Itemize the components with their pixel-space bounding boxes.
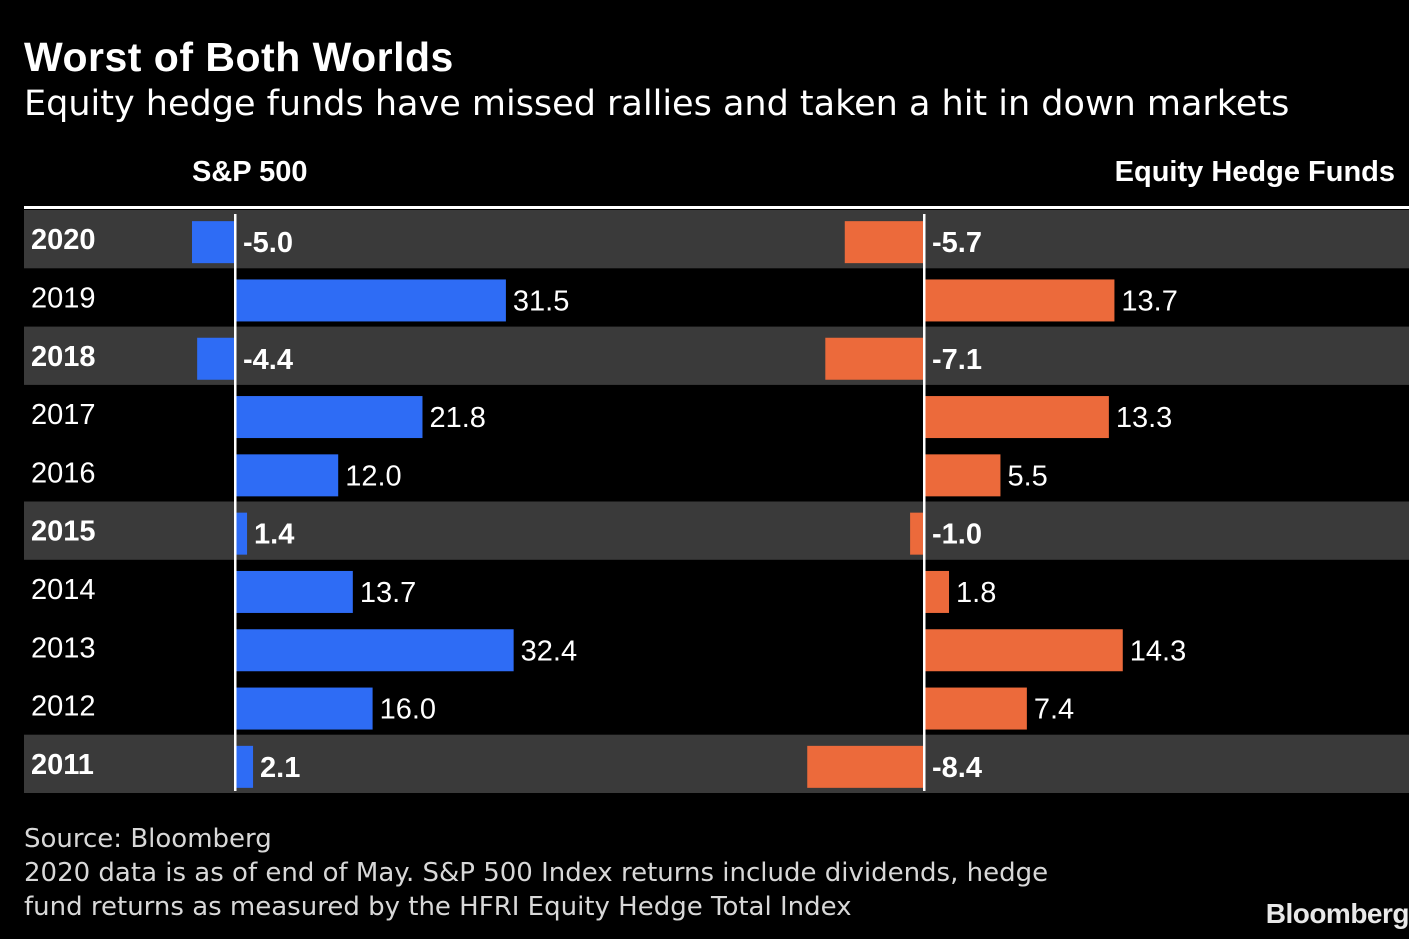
source-note: Source: Bloomberg 2020 data is as of end… [24,822,1048,924]
year-label: 2016 [31,457,96,489]
sp500-bar [197,337,235,380]
sp500-bar [235,512,248,555]
sp500-value-label: 13.7 [360,577,416,609]
sp500-value-label: 1.4 [254,519,294,551]
hedge-funds-column-header: Equity Hedge Funds [1114,156,1395,188]
hedge-fund-value-label: 14.3 [1130,635,1186,667]
hedge-fund-value-label: 13.7 [1121,285,1177,317]
sp500-value-label: 32.4 [521,635,577,667]
sp500-bar [235,687,373,730]
header-rule [24,206,1409,209]
hedge-fund-bar [807,745,924,788]
highlight-row-band [24,210,1409,269]
note-line-1: 2020 data is as of end of May. S&P 500 I… [24,858,1049,888]
highlight-row-band [24,734,1409,793]
sp500-bar [235,396,423,439]
sp500-value-label: 31.5 [513,285,569,317]
hedge-fund-value-label: -7.1 [932,344,982,376]
hedge-fund-bar [844,221,924,264]
hedge-fund-value-label: 7.4 [1034,694,1074,726]
sp500-value-label: 12.0 [345,460,401,492]
sp500-value-label: 21.8 [429,402,485,434]
hedge-fund-zero-axis [923,214,926,791]
hedge-fund-value-label: -8.4 [932,752,982,784]
sp500-bar [235,454,339,497]
chart-title: Worst of Both Worlds [24,34,454,80]
hedge-fund-value-label: -1.0 [932,519,982,551]
hedge-fund-bar [924,396,1109,439]
sp500-column-header: S&P 500 [192,156,308,188]
highlight-row-band [24,501,1409,560]
source-line: Source: Bloomberg [24,824,272,854]
sp500-value-label: 2.1 [260,752,300,784]
year-label: 2013 [31,632,96,664]
sp500-bar [235,745,254,788]
chart-subtitle: Equity hedge funds have missed rallies a… [24,84,1290,124]
hedge-fund-bar [924,454,1001,497]
year-label: 2018 [31,341,96,373]
hedge-fund-bar [825,337,924,380]
year-label: 2019 [31,282,96,314]
sp500-value-label: 16.0 [380,694,436,726]
year-label: 2017 [31,399,96,431]
hedge-fund-bar [910,512,924,555]
highlight-row-band [24,326,1409,385]
year-label: 2012 [31,691,96,723]
sp500-bar [192,221,235,264]
hedge-fund-value-label: 5.5 [1007,460,1047,492]
sp500-value-label: -4.4 [243,344,293,376]
sp500-zero-axis [234,214,237,791]
sp500-value-label: -5.0 [243,227,293,259]
note-line-2: fund returns as measured by the HFRI Equ… [24,892,852,922]
hedge-fund-bar [924,570,950,613]
year-label: 2011 [31,749,94,781]
hedge-fund-value-label: 13.3 [1116,402,1172,434]
hedge-fund-bar [924,279,1115,322]
hedge-fund-value-label: -5.7 [932,227,982,259]
sp500-bar [235,629,514,672]
bloomberg-logo: Bloomberg [1265,898,1409,929]
sp500-bar [235,279,506,322]
year-label: 2015 [31,516,96,548]
sp500-bar [235,570,353,613]
hedge-fund-bar [924,687,1027,730]
year-label: 2014 [31,574,96,606]
hedge-fund-value-label: 1.8 [956,577,996,609]
hedge-fund-bar [924,629,1123,672]
year-label: 2020 [31,224,96,256]
